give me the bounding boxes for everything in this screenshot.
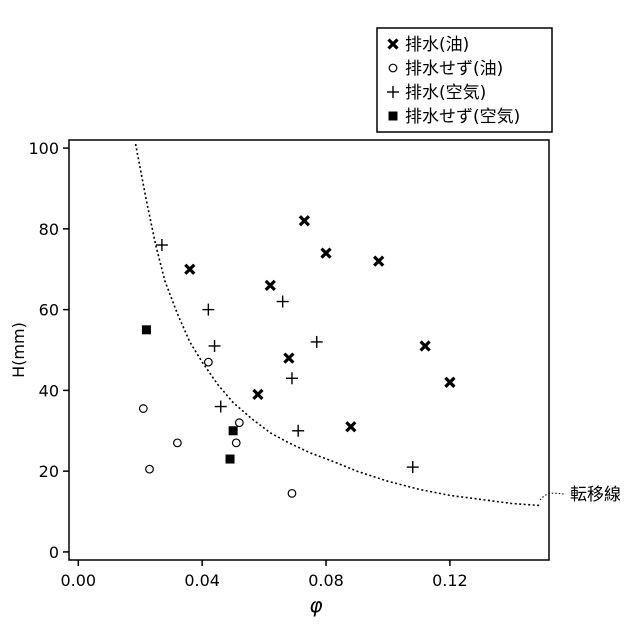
legend-label-3: 排水(空気) — [405, 83, 486, 103]
data-point-series-1 — [266, 281, 275, 290]
y-tick-label: 60 — [39, 301, 59, 320]
data-point-series-1 — [346, 422, 355, 431]
data-point-series-2 — [232, 439, 240, 447]
transition-line-annotation: 転移線 — [540, 485, 621, 505]
data-point-series-4 — [229, 426, 238, 435]
x-tick-label: 0.00 — [60, 571, 96, 590]
data-point-series-2 — [205, 358, 213, 366]
transition-line-layer — [136, 144, 540, 506]
data-point-series-2 — [288, 490, 296, 498]
transition-line-leader — [540, 493, 566, 500]
y-axis: 0 20 40 60 80 100 — [28, 139, 69, 562]
legend-marker-2 — [389, 64, 397, 72]
x-tick-label: 0.08 — [308, 571, 344, 590]
data-point-series-1 — [284, 354, 293, 363]
data-point-series-3 — [311, 336, 323, 348]
transition-line — [136, 144, 540, 506]
legend-marker-4 — [389, 112, 398, 121]
legend-label-2: 排水せず(油) — [405, 59, 503, 79]
data-point-series-1 — [374, 257, 383, 266]
points-layer — [140, 216, 455, 497]
data-point-series-2 — [140, 405, 148, 413]
data-point-series-3 — [277, 296, 289, 308]
y-tick-label: 20 — [39, 462, 59, 481]
data-point-series-3 — [209, 340, 221, 352]
y-tick-label: 100 — [28, 139, 59, 158]
data-point-series-2 — [174, 439, 182, 447]
x-tick-label: 0.12 — [432, 571, 468, 590]
data-point-series-3 — [407, 461, 419, 473]
data-point-series-4 — [226, 455, 235, 464]
legend-label-4: 排水せず(空気) — [405, 107, 520, 127]
data-point-series-1 — [300, 216, 309, 225]
data-point-series-2 — [146, 465, 154, 473]
data-point-series-3 — [156, 239, 168, 251]
data-point-series-4 — [142, 325, 151, 334]
data-point-series-3 — [202, 304, 214, 316]
x-tick-label: 0.04 — [184, 571, 220, 590]
data-point-series-3 — [286, 372, 298, 384]
y-tick-label: 0 — [49, 543, 59, 562]
y-axis-label: H(mm) — [9, 322, 28, 378]
y-tick-label: 80 — [39, 220, 59, 239]
data-point-series-1 — [322, 249, 331, 258]
y-tick-label: 40 — [39, 381, 59, 400]
plot-frame — [69, 140, 549, 560]
data-point-series-1 — [253, 390, 262, 399]
transition-line-label: 転移線 — [570, 485, 621, 505]
data-point-series-1 — [445, 378, 454, 387]
data-point-series-2 — [236, 419, 244, 427]
legend: 排水(油) 排水せず(油) 排水(空気) 排水せず(空気) — [377, 28, 552, 132]
data-point-series-1 — [185, 265, 194, 274]
x-axis-label: φ — [309, 593, 322, 617]
data-point-series-3 — [292, 425, 304, 437]
data-point-series-3 — [215, 401, 227, 413]
data-point-series-1 — [421, 341, 430, 350]
x-axis: 0.00 0.04 0.08 0.12 — [60, 560, 467, 590]
legend-label-1: 排水(油) — [405, 35, 469, 55]
